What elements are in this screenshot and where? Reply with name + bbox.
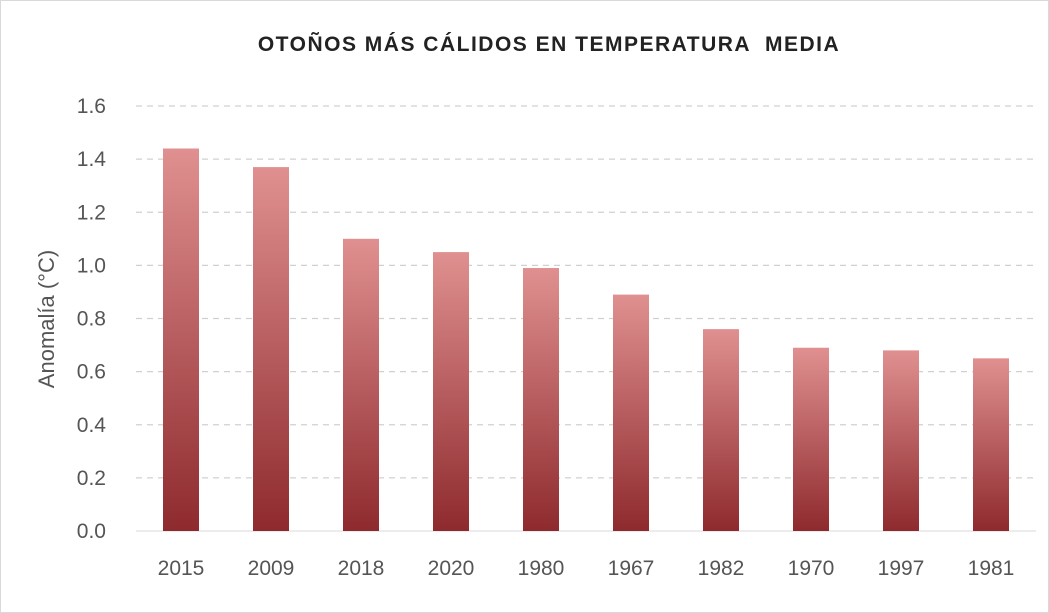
y-tick-label: 1.2 xyxy=(77,201,106,224)
bar-2018 xyxy=(343,238,379,531)
x-tick-label: 2009 xyxy=(248,557,295,580)
y-tick-label: 0.8 xyxy=(77,308,106,331)
x-tick-label: 2020 xyxy=(428,557,475,580)
y-tick-label: 0.6 xyxy=(77,361,106,384)
bar-1997 xyxy=(883,350,919,531)
x-tick-label: 2015 xyxy=(158,557,205,580)
y-tick-label: 0.4 xyxy=(77,414,107,437)
bar-1980 xyxy=(523,268,559,531)
x-tick-label: 1967 xyxy=(608,557,655,580)
bar-1967 xyxy=(613,294,649,531)
y-tick-label: 0.0 xyxy=(77,520,106,543)
bar-2009 xyxy=(253,167,289,531)
bar-2020 xyxy=(433,252,469,531)
bar-1982 xyxy=(703,329,739,531)
y-tick-label: 1.0 xyxy=(77,254,106,277)
y-tick-label: 1.6 xyxy=(77,95,106,118)
bar-2015 xyxy=(163,148,199,531)
x-tick-label: 1980 xyxy=(518,557,565,580)
x-tick-label: 1970 xyxy=(788,557,835,580)
x-tick-label: 2018 xyxy=(338,557,385,580)
y-tick-label: 0.2 xyxy=(77,467,106,490)
bar-1970 xyxy=(793,347,829,531)
x-tick-label: 1997 xyxy=(878,557,925,580)
bar-1981 xyxy=(973,358,1009,531)
x-tick-label: 1982 xyxy=(698,557,745,580)
x-tick-label: 1981 xyxy=(968,557,1015,580)
y-tick-label: 1.4 xyxy=(77,148,107,171)
chart-title: OTOÑOS MÁS CÁLIDOS EN TEMPERATURA MEDIA xyxy=(257,33,841,56)
